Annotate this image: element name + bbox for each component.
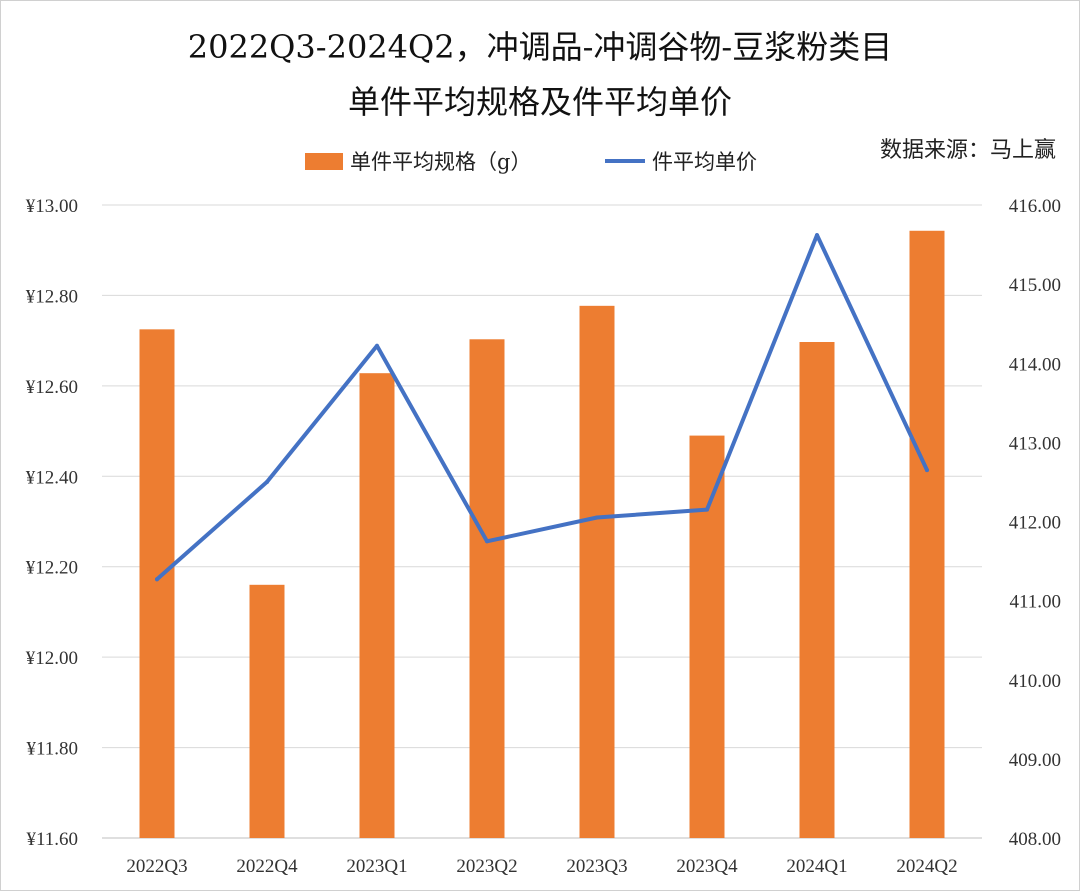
bar-2022Q4 [249, 584, 285, 838]
right-tick-label: 413.00 [1009, 433, 1061, 454]
line-path [155, 233, 929, 582]
right-tick-label: 409.00 [1009, 750, 1061, 771]
left-tick-label: ¥12.00 [26, 648, 78, 669]
left-tick-label: ¥12.20 [26, 558, 78, 579]
left-tick-label: ¥11.60 [26, 829, 78, 850]
bar-2023Q2 [469, 339, 505, 838]
x-tick-label: 2022Q3 [126, 856, 187, 877]
left-tick-label: ¥12.80 [26, 286, 78, 307]
bar-2022Q3 [139, 329, 175, 838]
bar-2023Q3 [579, 305, 615, 838]
line-series [155, 233, 929, 582]
line-point-2023Q2 [485, 539, 489, 544]
line-point-2022Q3 [155, 577, 159, 582]
chart-title: 2022Q3-2024Q2，冲调品-冲调谷物-豆浆粉类目 [188, 28, 893, 66]
x-tick-label: 2023Q1 [346, 856, 407, 877]
chart-subtitle: 单件平均规格及件平均单价 [348, 83, 732, 121]
line-point-2024Q2 [925, 468, 929, 473]
left-tick-label: ¥13.00 [26, 196, 78, 217]
bar-2024Q2 [909, 230, 945, 838]
line-point-2022Q4 [265, 479, 269, 484]
right-tick-label: 411.00 [1009, 592, 1061, 613]
right-tick-label: 408.00 [1009, 829, 1061, 850]
x-tick-label: 2023Q4 [676, 856, 738, 877]
x-tick-label: 2023Q2 [456, 856, 517, 877]
x-axis-ticks: 2022Q3 2022Q4 2023Q1 2023Q2 2023Q3 2023Q4 2024… [126, 856, 957, 877]
bar-2024Q1 [799, 341, 835, 838]
x-tick-label: 2024Q2 [896, 856, 957, 877]
line-point-2023Q3 [595, 515, 599, 520]
right-tick-label: 416.00 [1009, 196, 1061, 217]
right-tick-label: 415.00 [1009, 275, 1061, 296]
grid-lines [102, 204, 982, 839]
left-tick-label: ¥12.40 [26, 467, 78, 488]
data-source: 数据来源：马上赢 [880, 138, 1056, 163]
legend-label-line: 件平均单价 [652, 150, 757, 174]
legend-label-bar: 单件平均规格（g） [350, 150, 531, 174]
right-axis-ticks: 408.00 409.00 410.00 411.00 412.00 413.00 414.… [1009, 196, 1061, 850]
x-tick-label: 2022Q4 [236, 856, 298, 877]
legend-swatch-bar [305, 153, 343, 170]
right-tick-label: 412.00 [1009, 513, 1061, 534]
left-axis-ticks: ¥11.60 ¥11.80 ¥12.00 ¥12.20 ¥12.40 ¥12.60 ¥12.… [26, 196, 78, 850]
legend: 单件平均规格（g） 件平均单价 [305, 150, 757, 174]
bar-2023Q4 [689, 435, 725, 838]
left-tick-label: ¥12.60 [26, 377, 78, 398]
line-point-2023Q4 [705, 507, 709, 512]
line-point-2023Q1 [375, 343, 379, 348]
bar-2023Q1 [359, 373, 395, 838]
left-tick-label: ¥11.80 [26, 739, 78, 760]
x-tick-label: 2023Q3 [566, 856, 627, 877]
right-tick-label: 414.00 [1009, 354, 1061, 375]
x-tick-label: 2024Q1 [786, 856, 847, 877]
bar-series [139, 230, 945, 838]
line-point-2024Q1 [815, 233, 819, 238]
right-tick-label: 410.00 [1009, 671, 1061, 692]
